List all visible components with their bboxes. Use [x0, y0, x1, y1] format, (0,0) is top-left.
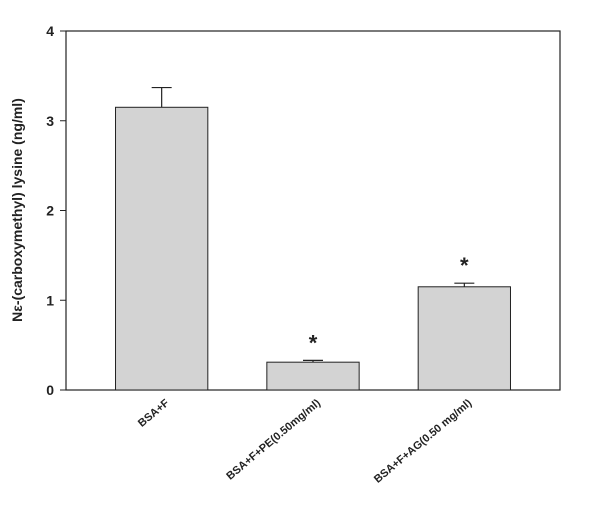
x-tick-label: BSA+F [136, 397, 172, 430]
y-tick-label: 2 [46, 203, 54, 219]
y-tick-label: 3 [46, 113, 54, 129]
bar [115, 106, 209, 391]
y-tick-label: 1 [46, 292, 54, 308]
significance-marker: * [309, 330, 318, 355]
y-axis-label: Nε-(carboxymethyl) lysine (ng/ml) [9, 98, 25, 322]
x-tick-label: BSA+F+AG(0.50 mg/ml) [372, 397, 475, 486]
x-tick-label: BSA+F+PE(0.50mg/ml) [224, 397, 323, 483]
significance-marker: * [460, 253, 469, 278]
y-tick-label: 0 [46, 382, 54, 398]
y-tick-label: 4 [46, 23, 54, 39]
bar [417, 286, 511, 391]
bar [266, 361, 360, 391]
